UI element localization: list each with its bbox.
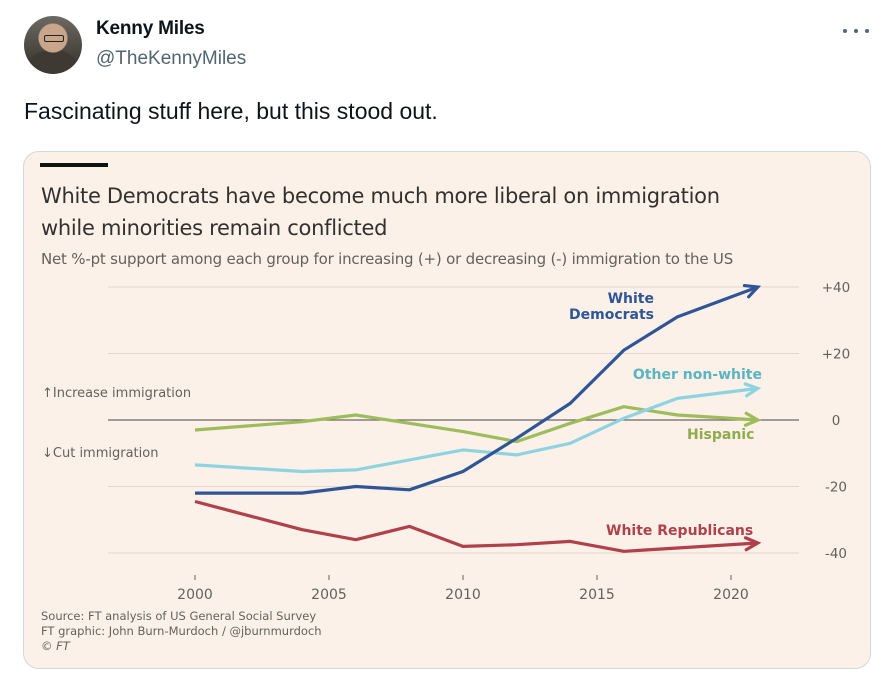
series-line-white-democrats: [195, 285, 759, 495]
x-tick-label: 2005: [311, 587, 347, 603]
annotation-cut: ↓Cut immigration: [42, 446, 158, 461]
annotation-increase: ↑Increase immigration: [42, 386, 191, 401]
dot: [854, 29, 858, 33]
series-label: Hispanic: [687, 427, 754, 443]
series-lines: [194, 283, 762, 553]
grid-lines: [108, 286, 799, 554]
series-label: Other non-white: [633, 367, 762, 383]
series-label: White: [608, 291, 654, 307]
arrowhead-other-non-white: [743, 382, 762, 398]
series-label: Democrats: [569, 307, 654, 323]
credit-line: FT graphic: John Burn-Murdoch / @jburnmu…: [41, 624, 322, 638]
more-horizontal-icon[interactable]: [843, 22, 869, 40]
chart-title-line2: while minorities remain conflicted: [41, 216, 388, 240]
x-tick-label: 2000: [177, 587, 213, 603]
y-axis: +40 +20 0 -20 -40: [822, 280, 851, 562]
y-tick-label: +20: [822, 347, 851, 363]
dot: [843, 29, 847, 33]
avatar-glasses: [44, 35, 64, 42]
y-tick-label: -40: [825, 546, 847, 562]
chart-source: Source: FT analysis of US General Social…: [41, 609, 322, 654]
copyright-line: © FT: [41, 639, 70, 653]
arrowhead-white-republicans: [743, 536, 762, 552]
series-line-hispanic: [194, 405, 758, 444]
arrowhead-white-democrats: [742, 283, 762, 299]
dot: [865, 29, 869, 33]
y-tick-label: 0: [832, 413, 841, 429]
chart-image-card[interactable]: White Democrats have become much more li…: [23, 151, 871, 669]
x-tick-label: 2010: [445, 587, 481, 603]
x-axis: 2000 2005 2010 2015 2020: [177, 575, 749, 603]
author-avatar[interactable]: [24, 16, 82, 74]
chart-title-line1: White Democrats have become much more li…: [41, 184, 720, 208]
x-tick-label: 2020: [713, 587, 749, 603]
author-handle[interactable]: @TheKennyMiles: [96, 48, 247, 69]
chart-subtitle: Net %-pt support among each group for in…: [41, 250, 734, 268]
source-line: Source: FT analysis of US General Social…: [41, 609, 317, 623]
tweet-text: Fascinating stuff here, but this stood o…: [24, 98, 438, 124]
arrowhead-hispanic: [743, 411, 762, 427]
series-line-other-non-white: [194, 386, 758, 474]
line-chart: 2000 2005 2010 2015 2020 +40 +20 0 -20 -40 White…: [42, 280, 851, 603]
chart-title: White Democrats have become much more li…: [41, 180, 720, 244]
ft-header-rule: [40, 163, 108, 167]
y-tick-label: -20: [825, 480, 847, 496]
series-line-white-republicans: [194, 499, 758, 553]
x-tick-label: 2015: [579, 587, 615, 603]
author-name[interactable]: Kenny Miles: [96, 18, 205, 39]
y-tick-label: +40: [822, 280, 851, 296]
series-label: White Republicans: [606, 523, 753, 539]
